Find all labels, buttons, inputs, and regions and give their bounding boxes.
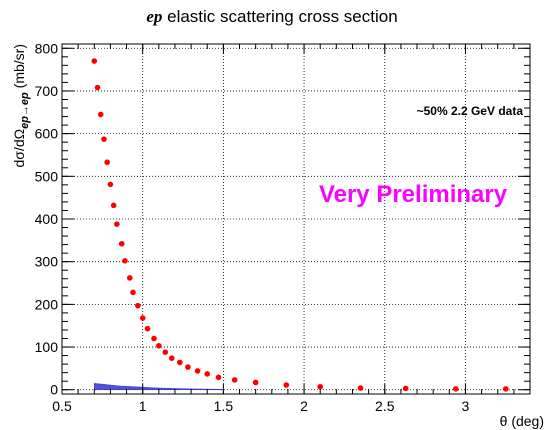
data-point — [151, 335, 157, 342]
data-point — [204, 371, 211, 377]
y-tick-label: 800 — [35, 40, 59, 56]
x-tick-label: 2 — [300, 398, 308, 414]
data-point — [283, 382, 290, 388]
chart-title: ep elastic scattering cross section — [146, 7, 397, 26]
data-point — [130, 289, 136, 296]
x-tick-label: 2.5 — [375, 398, 395, 414]
y-tick-label: 300 — [35, 254, 59, 270]
x-tick-label: 1 — [139, 398, 147, 414]
data-point — [118, 240, 125, 247]
axis-ticks — [61, 44, 531, 394]
data-point — [114, 221, 120, 227]
y-axis-label: dσ/dΩep→ep (mb/sr) — [11, 44, 31, 167]
y-tick-label: 500 — [35, 168, 59, 184]
chart-title-prefix: ep — [146, 7, 162, 26]
y-tick-label: 100 — [35, 339, 59, 355]
data-point — [139, 315, 146, 321]
data-point — [317, 383, 324, 390]
data-point — [104, 159, 110, 166]
chart-title-rest: elastic scattering cross section — [162, 7, 397, 26]
data-point — [110, 202, 117, 209]
data-point — [91, 58, 98, 64]
data-point — [502, 386, 509, 392]
data-point — [135, 302, 141, 309]
x-axis-label: θ (deg) — [500, 413, 544, 429]
data-point — [252, 379, 259, 386]
x-tick-labels: 0.5 1 1.5 2 2.5 3 — [52, 398, 469, 414]
grid-lines — [61, 44, 530, 394]
y-tick-labels: 0 100 200 300 400 500 600 700 800 — [35, 40, 59, 397]
y-axis-label-main: dσ/dΩ — [11, 129, 27, 168]
data-points — [91, 58, 509, 392]
y-axis-label-unit: (mb/sr) — [11, 44, 27, 92]
watermark-annotation: Very Preliminary — [319, 181, 508, 208]
data-point — [101, 136, 107, 142]
data-point — [126, 275, 133, 281]
data-point — [94, 84, 101, 91]
data-point — [231, 377, 238, 383]
x-tick-label: 0.5 — [52, 398, 72, 414]
data-note-annotation: ~50% 2.2 GeV data — [417, 104, 524, 118]
y-tick-label: 200 — [35, 296, 59, 312]
x-tick-label: 1.5 — [214, 398, 234, 414]
y-tick-label: 0 — [50, 382, 58, 398]
uncertainty-band-area — [94, 383, 224, 390]
y-tick-label: 600 — [35, 126, 59, 142]
data-point — [168, 355, 175, 361]
data-point — [122, 258, 128, 264]
data-point — [185, 364, 191, 370]
data-point — [402, 385, 409, 392]
uncertainty-band — [94, 383, 224, 390]
data-point — [144, 325, 151, 332]
y-tick-label: 700 — [35, 83, 59, 99]
data-point — [177, 359, 183, 366]
data-point — [194, 368, 201, 374]
data-point — [97, 111, 104, 118]
data-point — [357, 385, 364, 391]
data-point — [107, 181, 114, 188]
x-tick-label: 3 — [462, 398, 470, 414]
y-axis-label-sub: ep→ep — [19, 92, 31, 129]
data-point — [452, 386, 459, 392]
data-point — [215, 374, 222, 381]
data-point — [156, 342, 162, 349]
data-point — [162, 349, 169, 355]
y-tick-label: 400 — [35, 211, 59, 227]
